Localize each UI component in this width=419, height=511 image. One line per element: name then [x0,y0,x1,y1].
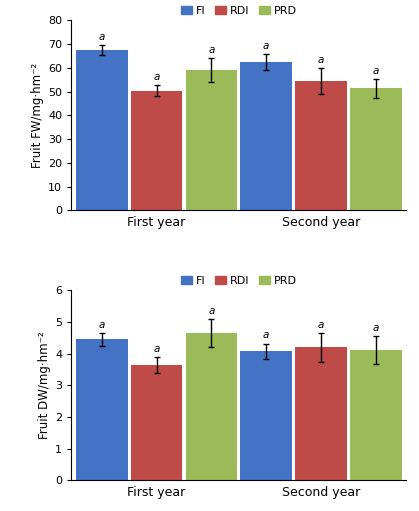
Bar [76,50,128,211]
Text: a: a [153,344,160,354]
Text: a: a [153,72,160,82]
Y-axis label: Fruit DW/mg·hm⁻²: Fruit DW/mg·hm⁻² [38,332,51,439]
Legend: FI, RDI, PRD: FI, RDI, PRD [176,2,302,20]
Text: a: a [318,320,324,330]
Text: a: a [208,306,215,316]
Text: a: a [263,331,269,340]
Y-axis label: Fruit FW/mg·hm⁻²: Fruit FW/mg·hm⁻² [31,63,44,168]
Text: a: a [373,322,379,333]
Bar [131,365,182,480]
Bar [295,81,347,211]
Bar [295,347,347,480]
Legend: FI, RDI, PRD: FI, RDI, PRD [176,271,302,290]
Bar [350,88,402,211]
Text: a: a [263,41,269,51]
Text: a: a [373,65,379,76]
Bar [350,350,402,480]
Bar [76,339,128,480]
Bar [131,90,182,211]
Bar [241,62,292,211]
Text: a: a [318,55,324,65]
Text: a: a [98,320,105,330]
Bar [186,333,237,480]
Text: a: a [98,32,105,42]
Bar [241,352,292,480]
Bar [186,71,237,211]
Text: a: a [208,45,215,55]
